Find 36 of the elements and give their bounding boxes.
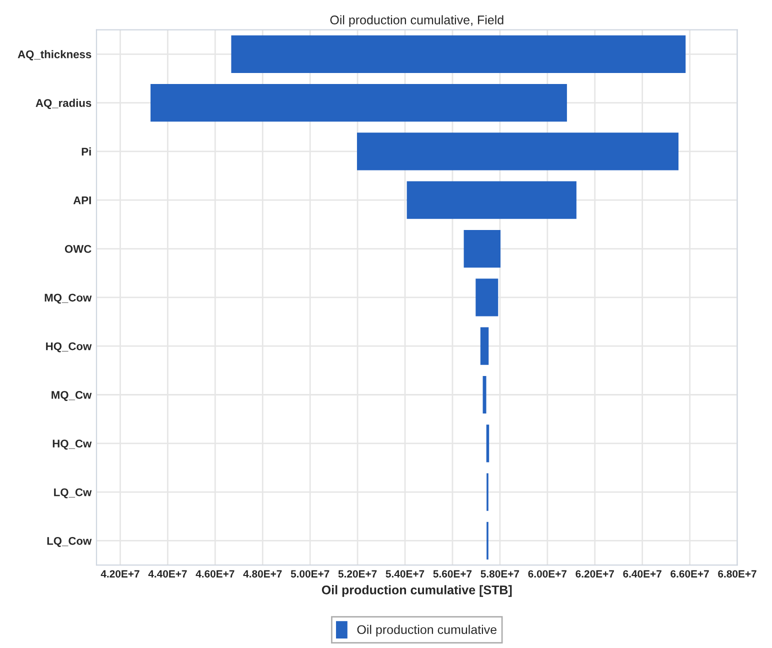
bar xyxy=(476,278,498,316)
chart-title: Oil production cumulative, Field xyxy=(330,15,504,27)
x-tick-label: 5.20E+7 xyxy=(338,570,377,578)
y-tick-label: HQ_Cw xyxy=(52,440,92,450)
x-tick-label: 6.20E+7 xyxy=(576,570,614,578)
x-tick-label: 5.40E+7 xyxy=(386,570,424,578)
bar xyxy=(356,132,678,170)
x-tick-label: 5.60E+7 xyxy=(433,570,472,578)
legend-label: Oil production cumulative xyxy=(357,624,496,637)
y-tick-label: MQ_Cow xyxy=(44,294,92,304)
y-tick-label: AQ_radius xyxy=(36,98,92,110)
bar xyxy=(480,327,489,365)
x-tick-label: 4.20E+7 xyxy=(100,570,140,578)
bar xyxy=(464,230,500,268)
y-tick-label: LQ_Cw xyxy=(54,488,92,498)
y-tick-label: API xyxy=(73,196,91,204)
x-tick-label: 5.00E+7 xyxy=(290,570,330,578)
x-tick-label: 6.60E+7 xyxy=(670,570,709,578)
x-axis-title: Oil production cumulative [STB] xyxy=(322,585,512,597)
bar xyxy=(406,181,576,219)
bar xyxy=(231,35,686,73)
y-tick-label: Pi xyxy=(82,147,91,156)
y-tick-label: OWC xyxy=(64,245,92,253)
x-tick-label: 4.40E+7 xyxy=(148,570,187,578)
x-tick-label: 5.80E+7 xyxy=(480,570,520,578)
x-tick-label: 4.80E+7 xyxy=(243,570,282,578)
x-tick-label: 6.00E+7 xyxy=(528,570,566,578)
x-tick-label: 6.40E+7 xyxy=(623,570,662,578)
y-tick-label: AQ_thickness xyxy=(18,50,92,60)
x-tick-label: 6.80E+7 xyxy=(718,570,756,578)
y-tick-label: HQ_Cow xyxy=(46,342,92,352)
y-tick-label: LQ_Cow xyxy=(47,536,92,547)
bar xyxy=(482,376,486,414)
bar xyxy=(150,84,567,122)
x-tick-label: 4.60E+7 xyxy=(196,570,234,578)
y-tick-label: MQ_Cw xyxy=(52,391,92,401)
